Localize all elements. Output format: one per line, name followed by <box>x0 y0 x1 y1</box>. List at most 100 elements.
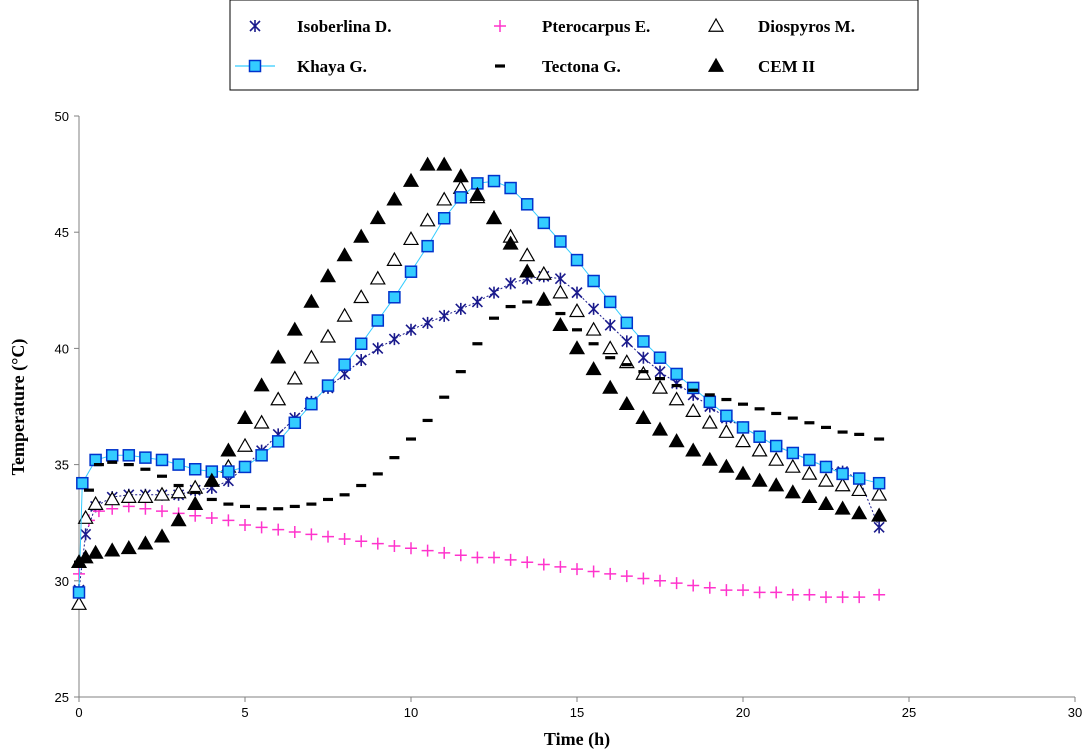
y-tick-label: 45 <box>55 225 69 240</box>
data-point-khaya-g <box>172 458 185 471</box>
legend-box <box>229 0 919 91</box>
legend-label-pterocarpus-e: Pterocarpus E. <box>542 17 650 36</box>
series-layer <box>70 156 888 610</box>
data-point-khaya-g <box>769 439 783 453</box>
data-point-khaya-g <box>288 416 302 430</box>
data-point-diospyros-m <box>70 595 88 610</box>
data-point-cem-ii <box>319 268 337 283</box>
data-point-tectona-g <box>173 483 184 488</box>
legend-item-tectona-g: Tectona G. <box>495 57 621 76</box>
data-point-tectona-g <box>107 460 118 464</box>
data-point-cem-ii <box>353 228 370 243</box>
data-point-tectona-g <box>455 370 466 374</box>
data-point-cem-ii <box>734 465 752 480</box>
data-point-tectona-g <box>206 497 217 502</box>
data-point-diospyros-m <box>668 391 685 406</box>
data-point-pterocarpus-e <box>836 591 849 604</box>
y-tick-label: 40 <box>55 341 69 356</box>
legend-item-cem-ii: CEM II <box>707 57 816 76</box>
legend-marker-tectona-g <box>495 64 505 68</box>
legend-item-isoberlina-d: Isoberlina D. <box>249 17 391 36</box>
data-point-tectona-g <box>289 504 300 509</box>
x-tick-label: 30 <box>1068 705 1082 720</box>
data-point-diospyros-m <box>801 465 818 480</box>
data-point-khaya-g <box>454 191 468 204</box>
data-point-diospyros-m <box>236 437 254 452</box>
data-point-tectona-g <box>273 507 284 511</box>
data-point-khaya-g <box>537 216 551 230</box>
plot-area: 0 5 10 15 20 25 30 25 30 35 40 45 50 <box>55 109 1083 720</box>
data-point-pterocarpus-e <box>338 532 351 545</box>
data-point-khaya-g <box>139 451 152 464</box>
data-point-pterocarpus-e <box>388 539 401 552</box>
data-point-cem-ii <box>668 433 685 448</box>
data-point-diospyros-m <box>871 486 888 501</box>
data-point-pterocarpus-e <box>604 567 617 580</box>
data-point-pterocarpus-e <box>371 537 384 550</box>
data-point-khaya-g <box>72 586 86 599</box>
data-point-cem-ii <box>469 186 486 201</box>
data-point-isoberlina-d <box>505 277 517 290</box>
data-point-diospyros-m <box>153 486 171 501</box>
data-point-khaya-g <box>504 181 517 195</box>
data-point-cem-ii <box>187 495 204 510</box>
data-point-khaya-g <box>421 239 434 253</box>
data-point-cem-ii <box>651 421 669 436</box>
data-point-khaya-g <box>354 337 368 351</box>
data-point-khaya-g <box>338 358 351 371</box>
data-point-khaya-g <box>76 476 89 490</box>
data-point-pterocarpus-e <box>537 558 550 571</box>
data-point-pterocarpus-e <box>272 523 285 536</box>
data-point-isoberlina-d <box>422 316 434 329</box>
data-point-tectona-g <box>323 497 333 502</box>
data-point-cem-ii <box>203 472 220 487</box>
data-point-pterocarpus-e <box>189 509 202 522</box>
data-point-cem-ii <box>419 156 436 171</box>
data-point-tectona-g <box>240 504 250 509</box>
data-point-khaya-g <box>872 476 886 490</box>
data-point-khaya-g <box>520 198 534 211</box>
legend-marker-diospyros-m <box>707 17 725 32</box>
data-point-diospyros-m <box>685 402 702 417</box>
data-point-cem-ii <box>585 361 602 376</box>
data-point-tectona-g <box>306 502 317 506</box>
data-point-pterocarpus-e <box>820 591 832 604</box>
data-point-tectona-g <box>821 425 831 430</box>
data-point-tectona-g <box>655 377 665 381</box>
data-point-tectona-g <box>804 421 815 425</box>
data-point-cem-ii <box>336 247 353 262</box>
data-point-cem-ii <box>817 495 835 510</box>
data-point-tectona-g <box>738 402 748 406</box>
data-point-pterocarpus-e <box>355 535 368 548</box>
data-point-khaya-g <box>836 467 849 481</box>
data-point-cem-ii <box>386 191 403 206</box>
x-tick-label: 20 <box>736 705 750 720</box>
data-point-cem-ii <box>220 442 237 457</box>
data-point-khaya-g <box>637 335 650 348</box>
y-axis-title: Temperature (°C) <box>8 339 29 476</box>
data-point-diospyros-m <box>602 340 619 355</box>
series-tectona-g <box>74 300 885 564</box>
data-point-cem-ii <box>137 535 154 550</box>
series-line-isoberlina-d <box>78 275 880 591</box>
x-tick-label: 5 <box>241 705 248 720</box>
data-point-isoberlina-d <box>637 351 649 364</box>
data-point-tectona-g <box>854 432 865 436</box>
data-point-diospyros-m <box>120 488 137 503</box>
series-line-khaya-g <box>78 180 880 593</box>
data-point-cem-ii <box>436 156 453 171</box>
data-point-tectona-g <box>754 407 765 411</box>
data-point-cem-ii <box>104 542 121 557</box>
data-point-tectona-g <box>771 411 782 416</box>
data-point-khaya-g <box>852 472 866 485</box>
data-point-diospyros-m <box>77 509 94 524</box>
data-point-khaya-g <box>587 274 600 288</box>
data-point-cem-ii <box>871 507 888 522</box>
data-point-diospyros-m <box>303 349 320 364</box>
data-point-pterocarpus-e <box>488 551 500 564</box>
data-point-tectona-g <box>339 493 350 497</box>
legend-item-pterocarpus-e: Pterocarpus E. <box>494 17 650 36</box>
data-point-pterocarpus-e <box>587 565 600 578</box>
data-point-cem-ii <box>402 172 420 187</box>
data-point-pterocarpus-e <box>305 528 318 541</box>
